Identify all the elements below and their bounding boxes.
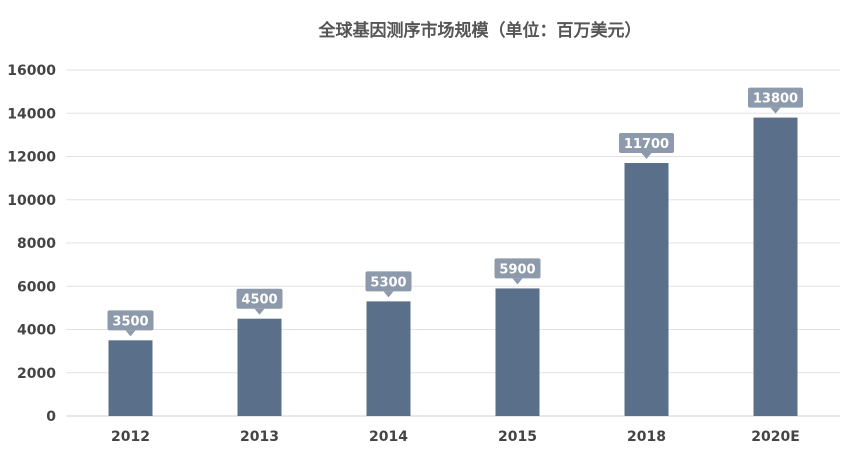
data-label-box <box>107 310 154 331</box>
y-tick-label: 4000 <box>17 323 56 339</box>
data-label-text: 11700 <box>624 137 669 152</box>
x-tick-label: 2013 <box>240 429 279 445</box>
data-label-2015: 5900 <box>494 258 541 285</box>
grid-lines <box>66 69 840 417</box>
data-label-2013: 4500 <box>236 288 283 315</box>
y-tick-label: 0 <box>46 409 56 425</box>
data-label-box <box>494 258 541 279</box>
bar-2012 <box>108 340 153 416</box>
data-label-pointer <box>254 308 265 315</box>
data-label-2020E: 13800 <box>748 87 803 114</box>
data-label-pointer <box>383 291 394 298</box>
data-label-text: 4500 <box>241 293 277 308</box>
data-label-pointer <box>641 152 652 159</box>
data-label-pointer <box>512 278 523 285</box>
data-label-text: 5900 <box>499 262 535 277</box>
y-tick-label: 8000 <box>17 236 56 252</box>
x-axis-ticks: 2012 2013 2014 2015 2018 2020E <box>111 429 800 445</box>
data-label-2012: 3500 <box>107 310 154 337</box>
data-label-pointer <box>125 330 136 337</box>
data-label-box <box>365 271 412 292</box>
x-tick-label: 2018 <box>627 429 666 445</box>
y-tick-label: 12000 <box>7 150 56 166</box>
bar-2014 <box>366 301 411 416</box>
y-tick-label: 2000 <box>17 366 56 382</box>
bars <box>108 117 798 416</box>
data-label-box <box>748 87 803 108</box>
y-tick-label: 6000 <box>17 279 56 295</box>
bar-2013 <box>237 318 282 416</box>
data-label-2018: 11700 <box>619 132 674 159</box>
y-tick-label: 16000 <box>7 63 56 79</box>
y-tick-label: 14000 <box>7 106 56 122</box>
chart-title: 全球基因测序市场规模（单位：百万美元） <box>318 20 642 41</box>
y-tick-label: 10000 <box>7 193 56 209</box>
data-label-box <box>619 132 674 153</box>
data-label-2014: 5300 <box>365 271 412 298</box>
x-tick-label: 2020E <box>751 429 800 445</box>
data-label-text: 5300 <box>370 275 406 290</box>
y-axis-ticks: 0 2000 4000 6000 8000 10000 12000 14000 16000 <box>7 63 56 425</box>
bar-2018 <box>624 162 669 416</box>
data-labels: 3500 4500 5300 5900 11700 13800 <box>107 87 803 337</box>
bar-2020E <box>753 117 798 416</box>
x-tick-label: 2012 <box>111 429 150 445</box>
data-label-box <box>236 288 283 309</box>
bar-2015 <box>495 288 540 416</box>
data-label-text: 13800 <box>753 92 798 107</box>
data-label-pointer <box>770 107 781 114</box>
x-tick-label: 2015 <box>498 429 537 445</box>
x-tick-label: 2014 <box>369 429 408 445</box>
data-label-text: 3500 <box>112 314 148 329</box>
